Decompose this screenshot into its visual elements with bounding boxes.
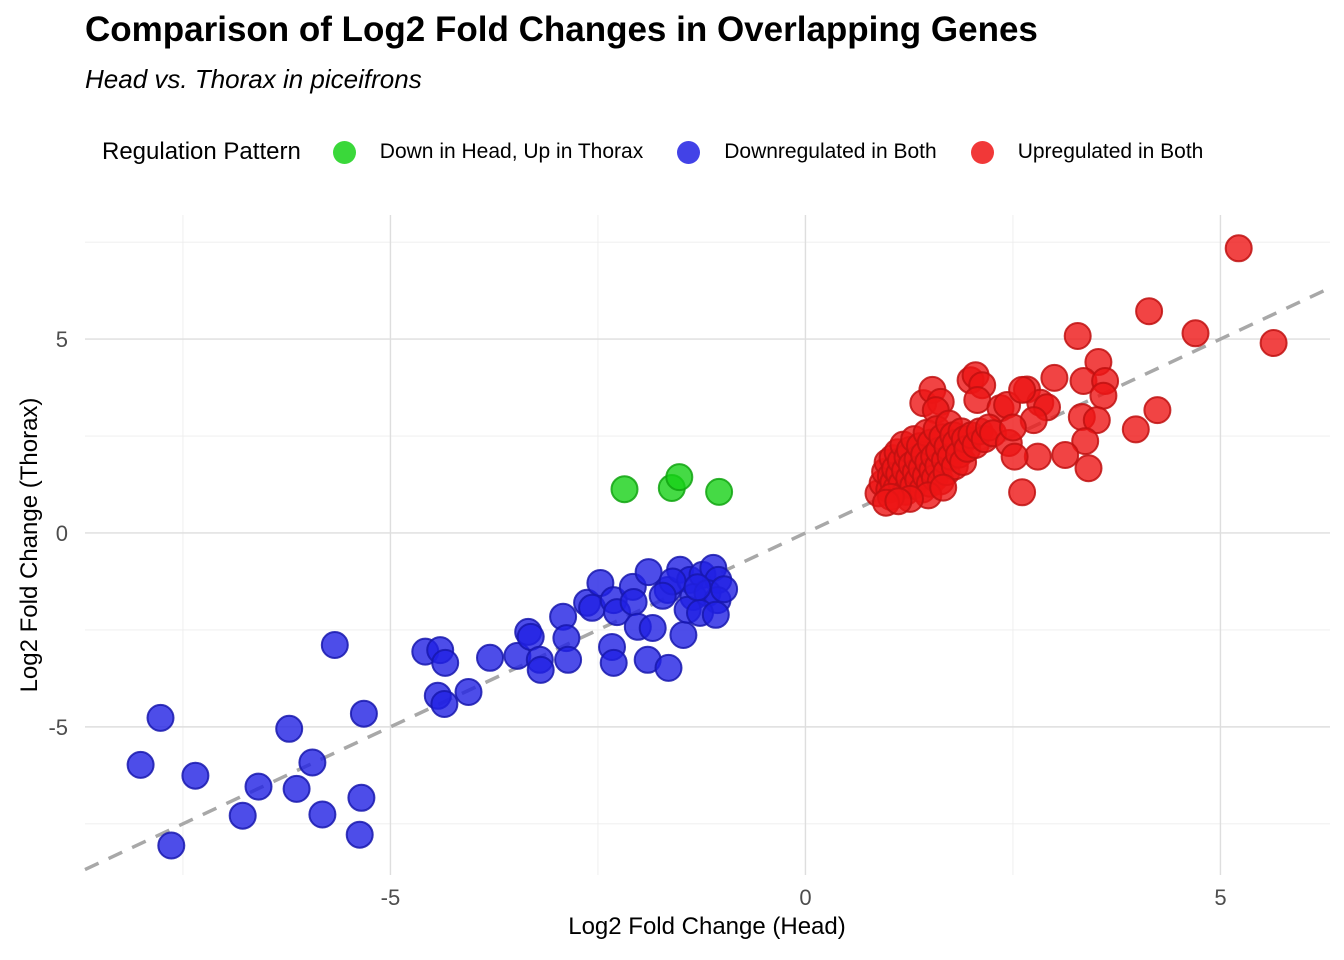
svg-text:-5: -5 (48, 715, 68, 740)
legend: Regulation Pattern Down in Head, Up in T… (102, 128, 1237, 176)
chart-title: Comparison of Log2 Fold Changes in Overl… (85, 10, 1038, 49)
minor-gridlines (85, 215, 1330, 875)
svg-text:5: 5 (56, 327, 68, 352)
svg-text:5: 5 (1214, 885, 1226, 910)
legend-title: Regulation Pattern (102, 138, 301, 165)
green-dot-icon (332, 140, 356, 164)
red-dot-icon (970, 140, 994, 164)
legend-label: Down in Head, Up in Thorax (379, 140, 644, 163)
legend-item-upregulated-both: Upregulated in Both (970, 140, 1204, 164)
legend-item-down-head-up-thorax: Down in Head, Up in Thorax (332, 140, 644, 164)
y-axis-title: Log2 Fold Change (Thorax) (16, 397, 43, 693)
legend-label: Downregulated in Both (724, 140, 937, 163)
svg-text:0: 0 (799, 885, 811, 910)
svg-text:0: 0 (56, 521, 68, 546)
legend-label: Upregulated in Both (1017, 140, 1204, 163)
x-axis-title: Log2 Fold Change (Head) (568, 913, 846, 940)
data-points (126, 234, 1288, 860)
svg-text:-5: -5 (381, 885, 401, 910)
axis-tick-labels: -5 0 5 -5 0 5 (48, 327, 1226, 910)
blue-dot-icon (677, 140, 701, 164)
chart-subtitle: Head vs. Thorax in piceifrons (85, 64, 422, 94)
legend-item-downregulated-both: Downregulated in Both (677, 140, 937, 164)
